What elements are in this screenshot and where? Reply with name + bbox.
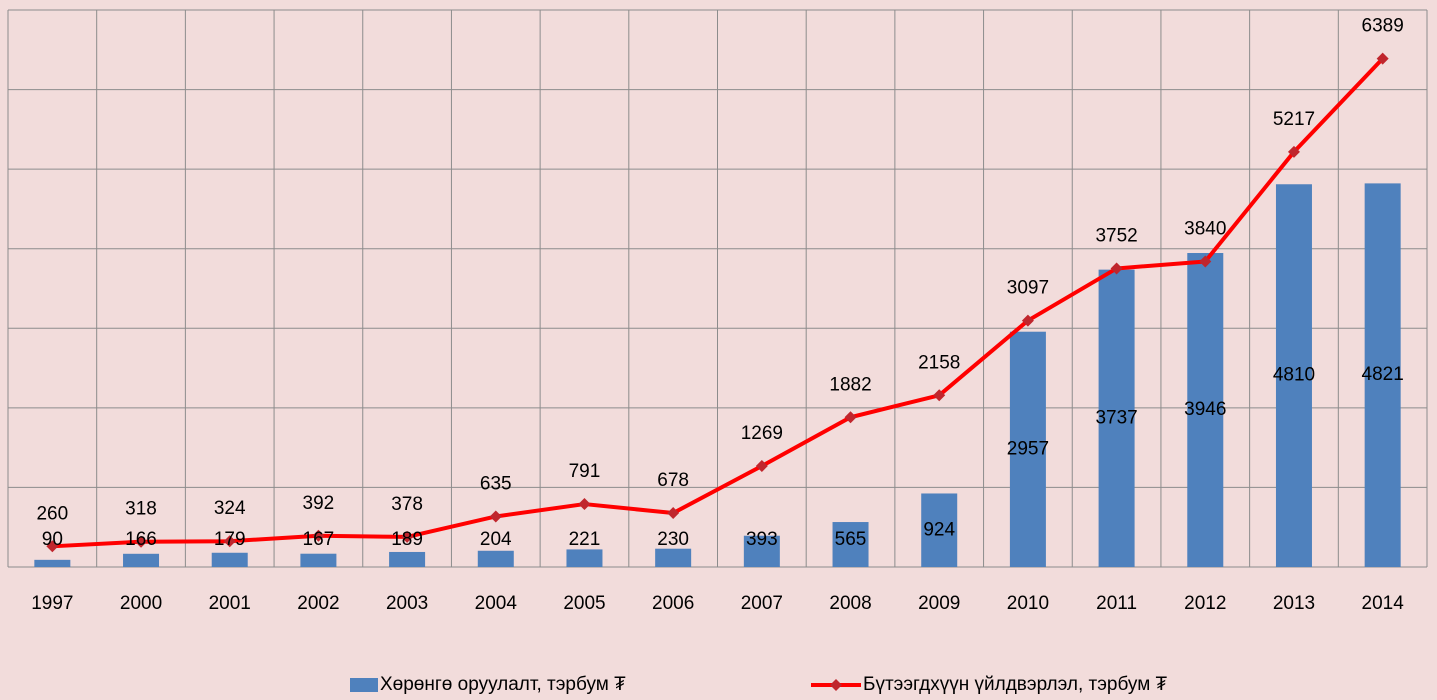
data-label: 4821 <box>1362 364 1404 385</box>
line-marker <box>578 498 591 511</box>
line-marker <box>755 460 768 473</box>
bar <box>1364 183 1401 567</box>
x-tick-label: 1997 <box>31 593 73 614</box>
x-tick-label: 2014 <box>1362 593 1405 614</box>
legend-label: Хөрөнгө оруулалт, тэрбум ₮ <box>380 674 626 695</box>
data-label: 5217 <box>1273 109 1315 130</box>
bar <box>300 553 337 567</box>
data-label: 318 <box>125 499 157 520</box>
x-tick-label: 2007 <box>741 593 783 614</box>
data-label: 260 <box>36 503 68 524</box>
x-tick-label: 2010 <box>1007 593 1049 614</box>
x-tick-label: 2003 <box>386 593 428 614</box>
bar <box>1187 253 1224 567</box>
line-marker <box>401 530 414 543</box>
legend-swatch <box>350 678 378 692</box>
line-marker <box>667 507 680 520</box>
bar <box>389 551 426 567</box>
data-label: 924 <box>923 519 955 540</box>
x-tick-label: 2002 <box>297 593 339 614</box>
bar <box>655 548 692 567</box>
bar <box>123 553 160 567</box>
data-label: 6389 <box>1362 16 1404 37</box>
bar <box>211 552 248 567</box>
x-tick-label: 2011 <box>1096 593 1137 614</box>
data-label: 4810 <box>1273 365 1315 386</box>
data-label: 204 <box>480 529 512 550</box>
legend-marker <box>830 679 842 691</box>
bar <box>34 559 71 567</box>
bar <box>1009 331 1046 567</box>
data-label: 189 <box>391 529 423 550</box>
x-tick-label: 2004 <box>475 593 518 614</box>
line-marker <box>1199 255 1212 268</box>
bar <box>1098 269 1135 567</box>
line-marker <box>1287 145 1300 158</box>
data-label: 90 <box>42 529 63 550</box>
x-tick-label: 2005 <box>563 593 605 614</box>
data-label: 678 <box>657 470 689 491</box>
bar <box>832 522 869 567</box>
data-label: 393 <box>746 529 778 550</box>
data-label: 1269 <box>741 423 783 444</box>
line-marker <box>1376 52 1389 65</box>
x-tick-label: 2013 <box>1273 593 1315 614</box>
data-label: 230 <box>657 529 689 550</box>
data-label: 791 <box>569 461 601 482</box>
bar <box>743 535 780 567</box>
data-label: 3097 <box>1007 278 1049 299</box>
bar <box>1275 184 1312 568</box>
data-label: 3840 <box>1184 218 1226 239</box>
bar <box>477 550 514 567</box>
line-marker <box>223 535 236 548</box>
line-marker <box>933 389 946 402</box>
data-label: 167 <box>303 529 335 550</box>
x-tick-label: 2000 <box>120 593 162 614</box>
data-label: 1882 <box>829 374 871 395</box>
x-tick-label: 2012 <box>1184 593 1226 614</box>
line-marker <box>489 510 502 523</box>
data-label: 3946 <box>1184 399 1226 420</box>
data-label: 3737 <box>1095 407 1137 428</box>
line-marker <box>312 529 325 542</box>
line-marker <box>1021 314 1034 327</box>
legend-label: Бүтээгдхүүн үйлдвэрлэл, тэрбум ₮ <box>863 674 1168 695</box>
data-label: 179 <box>214 529 246 550</box>
line-marker <box>46 540 59 553</box>
x-tick-label: 2001 <box>209 593 251 614</box>
data-label: 221 <box>569 529 601 550</box>
data-label: 2957 <box>1007 438 1049 459</box>
line <box>52 57 1385 549</box>
data-label: 635 <box>480 473 512 494</box>
x-tick-label: 2009 <box>918 593 960 614</box>
line-marker <box>844 411 857 424</box>
bar <box>921 493 958 567</box>
line-marker <box>1110 262 1123 275</box>
data-label: 324 <box>214 498 246 519</box>
line-marker <box>135 535 148 548</box>
x-tick-label: 2008 <box>829 593 871 614</box>
data-label: 2158 <box>918 352 960 373</box>
data-label: 392 <box>303 493 335 514</box>
data-label: 3752 <box>1095 225 1137 246</box>
bar <box>566 549 603 567</box>
data-label: 378 <box>391 494 423 515</box>
x-tick-label: 2006 <box>652 593 694 614</box>
data-label: 166 <box>125 529 157 550</box>
data-label: 565 <box>835 529 867 550</box>
